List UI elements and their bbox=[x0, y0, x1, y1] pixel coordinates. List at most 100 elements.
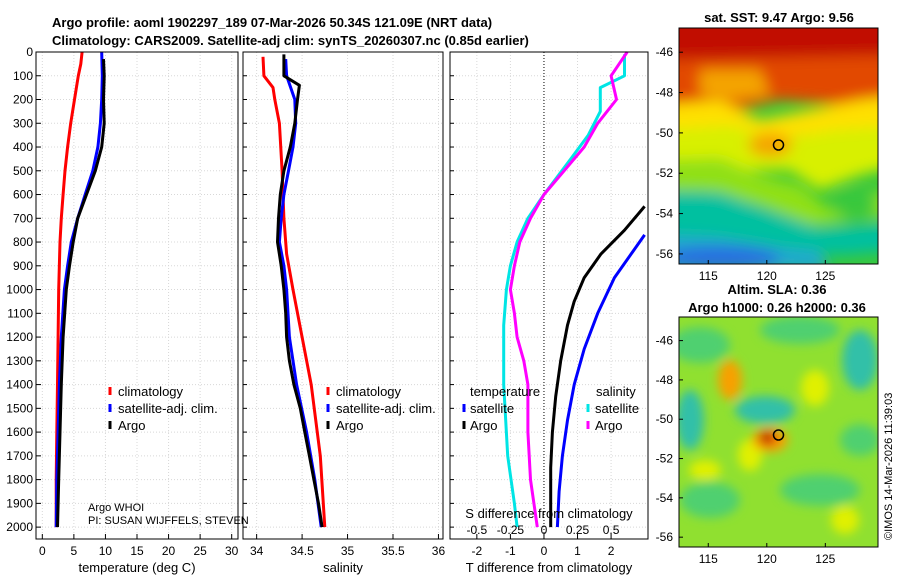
x-tick-label: 25 bbox=[193, 544, 207, 558]
legend-label: Argo bbox=[336, 418, 363, 433]
sla-map-title-line2: Argo h1000: 0.26 h2000: 0.36 bbox=[688, 300, 866, 315]
y-tick-label: 200 bbox=[13, 93, 33, 107]
map-x-tick-label: 115 bbox=[699, 269, 718, 283]
sst-argo-marker bbox=[772, 139, 785, 151]
sla-map-axes: 115 120 125 -46 -48 -50 -52 -54 -56 bbox=[656, 334, 836, 566]
x-tick-label: 2 bbox=[608, 544, 615, 558]
map-y-tick-label: -54 bbox=[656, 207, 674, 221]
series-line-s-satellite bbox=[502, 54, 626, 528]
y-tick-label: 1900 bbox=[6, 496, 33, 510]
x-tick-label: 15 bbox=[130, 544, 144, 558]
y-tick-label: 800 bbox=[13, 235, 33, 249]
top-tick-label: -0.25 bbox=[497, 523, 525, 537]
top-tick-label: 0.25 bbox=[566, 523, 590, 537]
x-tick-label: 35.5 bbox=[381, 544, 405, 558]
x-axis-label: salinity bbox=[323, 560, 363, 575]
x-tick-label: 30 bbox=[225, 544, 239, 558]
map-y-tick-label: -48 bbox=[656, 373, 674, 387]
profile-note-line: Argo WHOI bbox=[88, 502, 144, 514]
x-tick-label: 36 bbox=[432, 544, 446, 558]
plot-frame bbox=[242, 51, 444, 540]
temperature-panel: 0 5 10 15 20 25 30 temperature (deg C) 0 100 200 30… bbox=[6, 45, 249, 575]
y-tick-label: 1700 bbox=[6, 449, 33, 463]
y-tick-label: 1800 bbox=[6, 473, 33, 487]
legend-label: satellite bbox=[470, 401, 514, 416]
legend-label: satellite-adj. clim. bbox=[118, 401, 218, 416]
salinity-panel: 34 34.5 35 35.5 36 salinity climatology satelli… bbox=[242, 51, 446, 575]
x-tick-label: 35 bbox=[341, 544, 355, 558]
sla-map-image bbox=[679, 317, 878, 547]
figure-title-line2: Climatology: CARS2009. Satellite-adj cli… bbox=[52, 33, 529, 48]
map-y-tick-label: -50 bbox=[656, 412, 674, 426]
x-tick-label: 0 bbox=[541, 544, 548, 558]
legend-title-salinity: salinity bbox=[596, 384, 636, 399]
x-tick-label: 34.5 bbox=[290, 544, 314, 558]
map-x-tick-label: 120 bbox=[757, 552, 777, 566]
series-line-argo bbox=[56, 59, 106, 528]
map-x-tick-label: 125 bbox=[815, 552, 835, 566]
x-tick-label: 20 bbox=[162, 544, 176, 558]
y-tick-label: 300 bbox=[13, 116, 33, 130]
y-tick-label: 500 bbox=[13, 164, 33, 178]
legend-label: Argo bbox=[118, 418, 145, 433]
difference-panel: -2 -1 0 1 2 T difference from climatology temp… bbox=[449, 51, 649, 575]
map-y-tick-label: -46 bbox=[656, 45, 674, 59]
legend-label: climatology bbox=[118, 384, 184, 399]
map-y-tick-label: -52 bbox=[656, 452, 674, 466]
x-tick-label: 10 bbox=[99, 544, 113, 558]
x-axis-label: temperature (deg C) bbox=[78, 560, 195, 575]
x-tick-label: 0 bbox=[39, 544, 46, 558]
legend-title-temperature: temperature bbox=[470, 384, 540, 399]
legend-label: satellite-adj. clim. bbox=[336, 401, 436, 416]
sla-map-title-line1: Altim. SLA: 0.36 bbox=[728, 282, 827, 297]
y-tick-label: 1400 bbox=[6, 378, 33, 392]
y-tick-label: 1000 bbox=[6, 283, 33, 297]
legend-label: satellite bbox=[595, 401, 639, 416]
map-y-tick-label: -52 bbox=[656, 166, 674, 180]
x-tick-label: 5 bbox=[71, 544, 78, 558]
sst-map-axes: 115 120 125 -46 -48 -50 -52 -54 -56 bbox=[656, 45, 836, 283]
series-line-t-satellite bbox=[555, 234, 646, 528]
x-tick-label: -1 bbox=[505, 544, 516, 558]
y-tick-label: 1600 bbox=[6, 425, 33, 439]
series-line-s-argo bbox=[508, 51, 629, 528]
sla-argo-marker bbox=[772, 429, 785, 441]
y-tick-label: 600 bbox=[13, 188, 33, 202]
x-tick-label: 34 bbox=[250, 544, 264, 558]
map-y-tick-label: -54 bbox=[656, 491, 674, 505]
top-tick-label: 0 bbox=[541, 523, 548, 537]
map-y-tick-label: -50 bbox=[656, 126, 674, 140]
y-tick-label: 1500 bbox=[6, 401, 33, 415]
map-y-tick-label: -56 bbox=[656, 247, 674, 261]
map-x-tick-label: 120 bbox=[757, 269, 777, 283]
sst-map-title: sat. SST: 9.47 Argo: 9.56 bbox=[704, 10, 854, 25]
series-line-climatology bbox=[261, 56, 327, 528]
x-tick-label: -2 bbox=[472, 544, 483, 558]
top-axis-label: S difference from climatology bbox=[465, 506, 633, 521]
map-y-tick-label: -56 bbox=[656, 530, 674, 544]
legend-label: climatology bbox=[336, 384, 402, 399]
y-tick-label: 900 bbox=[13, 259, 33, 273]
figure-title-line1: Argo profile: aoml 1902297_189 07-Mar-20… bbox=[52, 15, 492, 30]
y-tick-label: 700 bbox=[13, 211, 33, 225]
y-tick-label: 100 bbox=[13, 69, 33, 83]
y-tick-label: 1300 bbox=[6, 354, 33, 368]
legend-label: Argo bbox=[595, 418, 622, 433]
legend-label: Argo bbox=[470, 418, 497, 433]
y-tick-label: 1100 bbox=[7, 306, 33, 320]
series-line-climatology bbox=[54, 51, 84, 528]
y-tick-label: 1200 bbox=[6, 330, 33, 344]
x-tick-label: 1 bbox=[574, 544, 581, 558]
plot-frame bbox=[449, 51, 649, 540]
map-x-tick-label: 115 bbox=[699, 552, 718, 566]
y-tick-label: 0 bbox=[26, 45, 33, 59]
x-axis-label: T difference from climatology bbox=[466, 560, 633, 575]
sst-map-image bbox=[679, 28, 878, 264]
map-x-tick-label: 125 bbox=[815, 269, 835, 283]
profile-note-line: PI: SUSAN WIJFFELS, STEVEN bbox=[88, 515, 249, 527]
top-tick-label: -0.5 bbox=[467, 523, 488, 537]
top-tick-label: 0.5 bbox=[603, 523, 620, 537]
y-tick-label: 2000 bbox=[6, 520, 33, 534]
y-tick-label: 400 bbox=[13, 140, 33, 154]
